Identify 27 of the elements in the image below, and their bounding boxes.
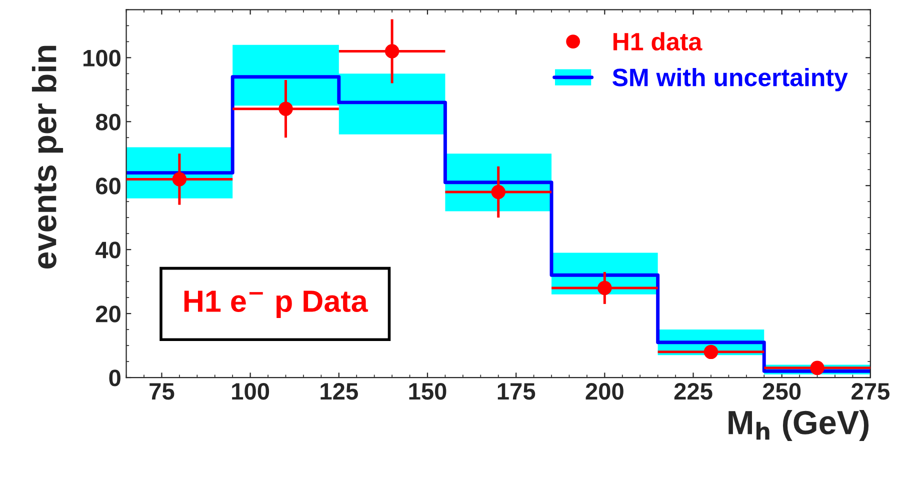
x-tick-label: 175 (498, 383, 536, 400)
annotation: H1 e$^{−}$ p Data (184, 290, 368, 318)
y-tick-label: 100 (84, 50, 120, 66)
point (278, 102, 293, 116)
x-tick-label: 100 (232, 383, 270, 400)
x-tick-label: 125 (320, 383, 358, 400)
y-tick-label: 20 (96, 306, 120, 322)
y-tick-label: 40 (96, 242, 120, 258)
point (598, 280, 612, 296)
point (384, 44, 400, 58)
x-axis-title: M$_{h}$ (GeV) (728, 410, 869, 442)
x-tick-label: 75 (150, 383, 174, 400)
y-tick-label: 80 (96, 114, 120, 130)
point (491, 184, 506, 200)
point (704, 344, 718, 360)
x-tick-label: 250 (762, 383, 801, 400)
x-tick-label: 200 (586, 383, 624, 400)
legend-label: SM with uncertainty (612, 68, 848, 92)
x-tick-label: 225 (674, 383, 712, 400)
point (810, 360, 824, 376)
legend-label: H1 data (613, 32, 702, 51)
x-tick-label: 150 (409, 383, 446, 400)
x-tick-label: 275 (852, 383, 890, 400)
y-tick-label: 60 (96, 178, 120, 194)
y-tick-label: 0 (109, 370, 120, 386)
y-axis-title: events per bin (32, 46, 64, 268)
point (172, 172, 187, 186)
